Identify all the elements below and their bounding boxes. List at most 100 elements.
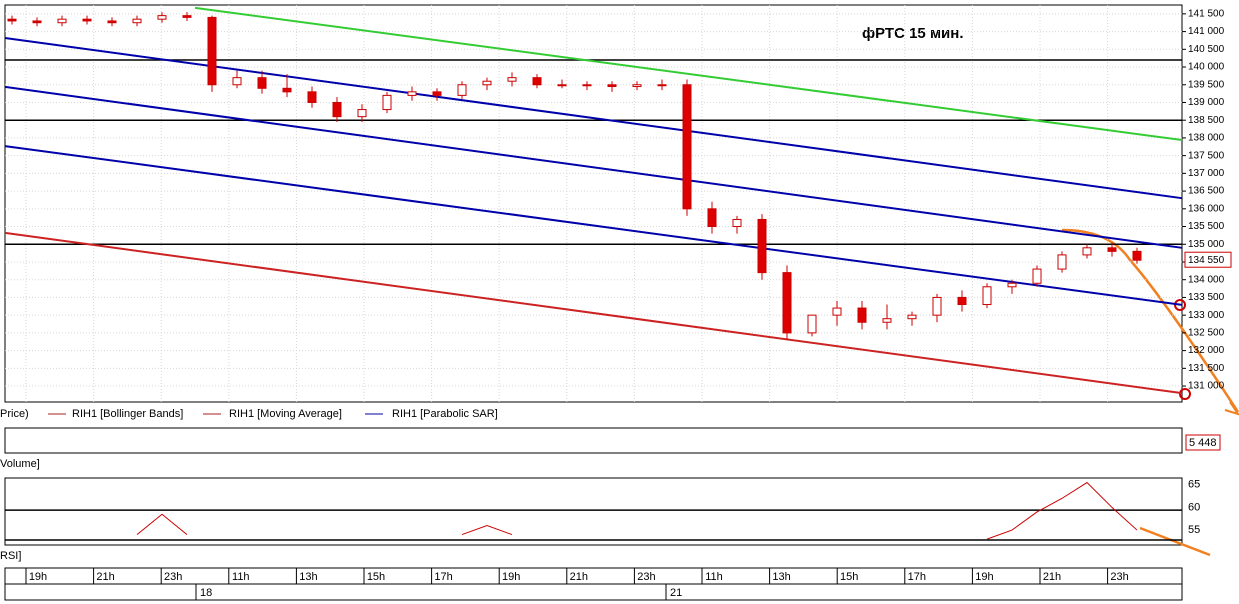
x-tick-label: 19h bbox=[975, 571, 993, 583]
candle-body bbox=[682, 84, 692, 210]
arrow-head bbox=[1224, 401, 1239, 416]
candle-body bbox=[1032, 268, 1042, 284]
x-tick-label: 13h bbox=[299, 571, 317, 583]
candle-body bbox=[307, 91, 317, 103]
x-tick-label: 13h bbox=[772, 571, 790, 583]
candle-body bbox=[532, 77, 542, 86]
y-tick-label: 133 000 bbox=[1188, 310, 1225, 321]
candle-body bbox=[332, 101, 342, 118]
y-tick-label: 137 500 bbox=[1188, 150, 1225, 161]
y-tick-label: 131 500 bbox=[1188, 363, 1225, 374]
y-tick-label: 136 000 bbox=[1188, 203, 1225, 214]
candle-body bbox=[7, 18, 17, 22]
rsi-arrow bbox=[1139, 526, 1211, 557]
y-tick-label: 138 500 bbox=[1188, 115, 1225, 126]
rsi-tick-label: 60 bbox=[1188, 501, 1200, 513]
candle-body bbox=[482, 80, 492, 86]
x-tick-label: 19h bbox=[29, 571, 47, 583]
candle-body bbox=[432, 91, 442, 96]
candle-body bbox=[32, 20, 42, 24]
legend-item: RIH1 [Parabolic SAR] bbox=[392, 408, 498, 420]
y-tick-label: 141 500 bbox=[1188, 9, 1225, 20]
date-label: 21 bbox=[670, 587, 682, 599]
y-tick-label: 133 500 bbox=[1188, 292, 1225, 303]
y-tick-label: 135 500 bbox=[1188, 221, 1225, 232]
marker bbox=[1179, 388, 1191, 400]
y-tick-label: 132 500 bbox=[1188, 328, 1225, 339]
candle-body bbox=[57, 18, 67, 24]
candle-body bbox=[732, 218, 742, 228]
volume-panel bbox=[4, 427, 1183, 454]
x-tick-label: 23h bbox=[637, 571, 655, 583]
rsi-tick-label: 55 bbox=[1188, 524, 1200, 536]
volume-tag bbox=[1185, 434, 1221, 451]
candle-body bbox=[407, 91, 417, 96]
chart-title: фРТС 15 мин. bbox=[862, 25, 964, 42]
y-tick-label: 134 000 bbox=[1188, 274, 1225, 285]
y-tick-label: 139 500 bbox=[1188, 79, 1225, 90]
y-tick-label: 136 500 bbox=[1188, 186, 1225, 197]
candle-body bbox=[782, 272, 792, 334]
rsi-panel bbox=[4, 477, 1183, 546]
y-tick-label: 140 000 bbox=[1188, 62, 1225, 73]
y-tick-label: 137 000 bbox=[1188, 168, 1225, 179]
candle-body bbox=[1082, 247, 1092, 256]
trend-line bbox=[4, 36, 1183, 200]
candle-body bbox=[932, 296, 942, 316]
legend-item: RIH1 [Bollinger Bands] bbox=[72, 408, 183, 420]
candle-body bbox=[157, 15, 167, 20]
candle-body bbox=[982, 286, 992, 306]
candle-body bbox=[107, 20, 117, 24]
rsi-label: RSI] bbox=[0, 550, 21, 562]
x-tick-label: 21h bbox=[570, 571, 588, 583]
candle-body bbox=[1132, 250, 1142, 261]
x-tick-label: 17h bbox=[434, 571, 452, 583]
y-tick-label: 132 000 bbox=[1188, 345, 1225, 356]
trend-line bbox=[194, 6, 1183, 142]
x-tick-label: 21h bbox=[1043, 571, 1061, 583]
y-tick-label: 135 000 bbox=[1188, 239, 1225, 250]
candle-body bbox=[632, 84, 642, 88]
x-tick-label: 15h bbox=[840, 571, 858, 583]
x-tick-label: 11h bbox=[232, 571, 250, 583]
trend-line bbox=[4, 85, 1183, 249]
price-tag bbox=[1184, 251, 1232, 268]
x-tick-label: 19h bbox=[502, 571, 520, 583]
candle-body bbox=[457, 84, 467, 96]
x-tick-label: 23h bbox=[164, 571, 182, 583]
x-tick-label: 11h bbox=[705, 571, 723, 583]
candle-body bbox=[282, 87, 292, 93]
forecast-arrow bbox=[1061, 228, 1239, 413]
candle-body bbox=[907, 314, 917, 320]
x-tick-label: 23h bbox=[1110, 571, 1128, 583]
legend-item: Price) bbox=[0, 408, 29, 420]
price-panel bbox=[4, 4, 1183, 403]
candle-body bbox=[1107, 247, 1117, 252]
y-tick-label: 138 000 bbox=[1188, 133, 1225, 144]
candle-body bbox=[657, 84, 667, 87]
candle-body bbox=[707, 208, 717, 228]
candle-body bbox=[582, 84, 592, 87]
candle-body bbox=[507, 77, 517, 82]
volume-label: Volume] bbox=[0, 458, 40, 470]
candle-body bbox=[382, 94, 392, 111]
candle-body bbox=[182, 15, 192, 18]
candle-body bbox=[132, 18, 142, 24]
candle-body bbox=[357, 109, 367, 118]
volume-last: 5 448 bbox=[1189, 437, 1217, 449]
candle-body bbox=[1007, 282, 1017, 288]
y-tick-label: 140 500 bbox=[1188, 44, 1225, 55]
trend-line bbox=[4, 145, 1183, 306]
candle-body bbox=[257, 77, 267, 89]
candle-body bbox=[857, 307, 867, 323]
candle-body bbox=[807, 314, 817, 334]
trend-line bbox=[4, 231, 1183, 395]
price-tag-label: 134 550 bbox=[1188, 255, 1225, 266]
candle-body bbox=[232, 77, 242, 86]
y-tick-label: 141 000 bbox=[1188, 26, 1225, 37]
marker bbox=[1174, 299, 1186, 311]
x-tick-label: 15h bbox=[367, 571, 385, 583]
candle-body bbox=[957, 296, 967, 306]
